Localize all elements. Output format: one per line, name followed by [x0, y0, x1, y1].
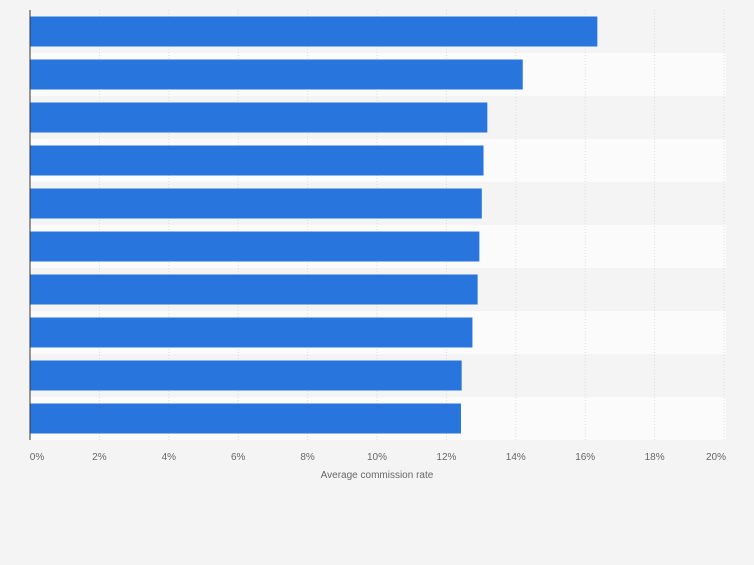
bar	[30, 403, 461, 434]
x-tick-labels: 0% 2% 4% 6% 8% 10% 12% 14% 16% 18% 20%	[30, 452, 726, 463]
bar	[30, 317, 473, 348]
x-tick-label: 18%	[645, 452, 665, 463]
bar	[30, 59, 523, 90]
x-tick-label: 10%	[367, 452, 387, 463]
bar	[30, 360, 462, 391]
x-tick-label: 20%	[706, 452, 726, 463]
bar	[30, 231, 480, 262]
bar	[30, 188, 482, 219]
x-tick-label: 16%	[575, 452, 595, 463]
x-axis-label: Average commission rate	[321, 470, 434, 481]
x-tick-label: 12%	[436, 452, 456, 463]
bar	[30, 102, 488, 133]
x-tick-label: 8%	[300, 452, 315, 463]
bar	[30, 145, 484, 176]
x-tick-label: 14%	[506, 452, 526, 463]
bars	[30, 16, 598, 434]
x-tick-label: 0%	[30, 452, 45, 463]
x-tick-label: 6%	[231, 452, 246, 463]
x-tick-label: 2%	[92, 452, 107, 463]
bar	[30, 16, 598, 47]
x-tick-label: 4%	[162, 452, 177, 463]
bar	[30, 274, 478, 305]
